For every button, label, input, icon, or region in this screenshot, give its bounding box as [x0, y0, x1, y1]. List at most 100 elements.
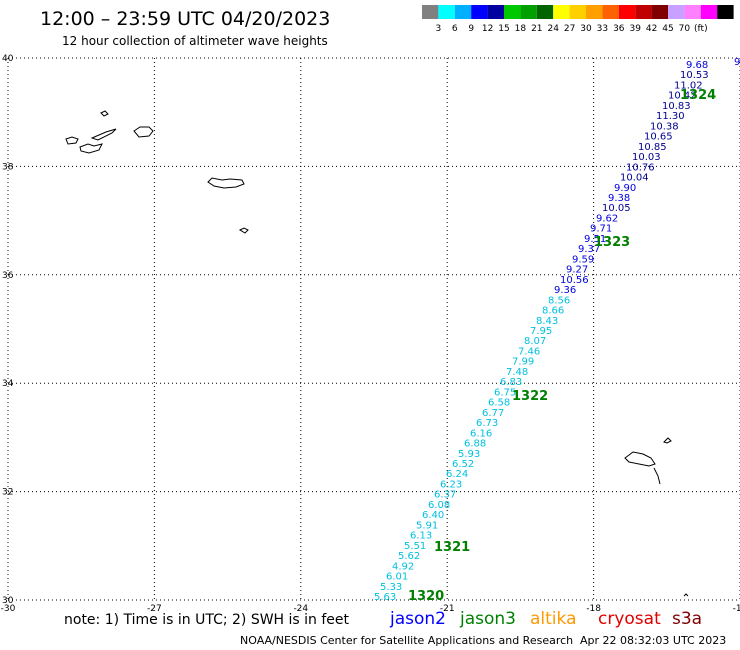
map-subtitle: 12 hour collection of altimeter wave hei… [62, 34, 328, 48]
wave-height-value: 6.24 [446, 469, 468, 480]
wave-height-value: 9.38 [608, 193, 630, 204]
color-legend: 3 6 9 12 15 18 21 24 27 30 33 36 39 42 45 70 (ft) [422, 5, 734, 34]
wave-height-value: 5.51 [404, 541, 426, 552]
wave-height-value: 11.02 [674, 80, 703, 91]
y-tick-label: 36 [2, 271, 14, 281]
legend-swatch [520, 5, 537, 19]
legend-label: 21 [531, 24, 542, 34]
legend-label: 12 [482, 24, 493, 34]
wave-height-value: 6.83 [500, 377, 522, 388]
time-labels: 1320 1321 1322 1323 1324 [408, 88, 716, 604]
wave-height-value: 10.04 [620, 173, 649, 184]
x-tick-label: -18 [586, 604, 601, 614]
satellite-track: 5.635.336.014.925.625.516.135.916.406.08… [374, 57, 740, 603]
satellite-name-altika: altika [530, 609, 577, 629]
track-time-label: 1324 [680, 88, 716, 103]
wave-height-value: 9.62 [596, 213, 618, 224]
legend-label: 27 [564, 24, 575, 34]
legend-label: 42 [646, 24, 657, 34]
legend-swatch [717, 5, 734, 19]
wave-height-value: 9.68 [686, 60, 708, 71]
y-tick-label: 34 [2, 379, 14, 389]
legend-label: 6 [452, 24, 458, 34]
island-outline [90, 128, 117, 141]
wave-height-value: 10.42 [668, 91, 697, 102]
wave-height-value: 7.95 [530, 326, 552, 337]
x-tick-label: -21 [440, 604, 455, 614]
wave-height-value: 9.71 [590, 224, 612, 235]
wave-height-value: 10.76 [626, 162, 655, 173]
wave-height-value: 5.63 [374, 592, 396, 603]
wave-height-value: 9.27 [566, 265, 588, 276]
satellite-name-s3a: s3a [672, 609, 703, 629]
wave-height-value: 9.37 [578, 244, 600, 255]
legend-label: 30 [580, 24, 592, 34]
x-tick-label: -30 [1, 604, 16, 614]
wave-height-value: 9.51 [584, 234, 606, 245]
wave-height-value: 7.46 [518, 346, 540, 357]
legend-swatch [438, 5, 455, 19]
generation-timestamp: Apr 22 08:32:03 UTC 2023 [580, 634, 727, 647]
island-outline [624, 451, 656, 467]
wave-height-value: 10.83 [662, 101, 691, 112]
legend-swatch [668, 5, 685, 19]
wave-height-value: 5.62 [398, 551, 420, 562]
legend-label: 15 [498, 24, 509, 34]
legend-label: 39 [629, 24, 641, 34]
wave-height-value: 10.56 [560, 275, 589, 286]
wave-height-value: 7.99 [512, 357, 534, 368]
track-time-label: 1322 [512, 389, 548, 404]
legend-swatch [454, 5, 472, 19]
legend-label: 45 [662, 24, 673, 34]
legend-swatch [618, 5, 636, 19]
wave-height-value: 6.88 [464, 439, 486, 450]
wave-height-value: 9.59 [572, 254, 594, 265]
legend-swatch [504, 5, 521, 19]
island-outline [238, 227, 249, 234]
wave-height-value: 6.08 [428, 500, 450, 511]
legend-swatch [602, 5, 619, 19]
wave-height-value: 9.90 [614, 183, 636, 194]
legend-label: 33 [597, 24, 608, 34]
wave-height-value: 8.56 [548, 295, 570, 306]
track-time-label: 1323 [594, 235, 630, 250]
wave-height-value: 6.73 [476, 418, 498, 429]
wave-height-value: 6.40 [422, 510, 444, 521]
wave-height-value: 6.75 [494, 387, 516, 398]
legend-swatch [487, 5, 504, 19]
legend-swatch [684, 5, 701, 19]
island-outline [653, 467, 661, 485]
wave-height-value: 6.23 [440, 479, 462, 490]
wave-height-value: 6.52 [452, 459, 474, 470]
island-outline [133, 126, 154, 138]
x-tick-label: -27 [147, 604, 162, 614]
wave-height-value: 9 [734, 57, 740, 68]
wave-height-value: 6.58 [488, 398, 510, 409]
legend-swatch [586, 5, 603, 19]
footer-note: note: 1) Time is in UTC; 2) SWH is in fe… [64, 612, 350, 628]
legend-swatch [651, 5, 668, 19]
legend-label: 70 [679, 24, 691, 34]
wave-height-value: 5.91 [416, 520, 438, 531]
island-outline [65, 136, 79, 145]
track-time-label: 1321 [434, 540, 470, 555]
wave-height-value: 6.13 [410, 531, 432, 542]
legend-label: 3 [436, 24, 442, 34]
wave-height-value: 10.03 [632, 152, 661, 163]
legend-label: 36 [613, 24, 625, 34]
wave-height-value: 5.93 [458, 449, 480, 460]
legend-swatch [700, 5, 718, 19]
map-grid [7, 57, 740, 601]
island-outline [100, 110, 109, 117]
y-tick-label: 32 [2, 488, 13, 498]
y-tick-label: 38 [2, 162, 14, 172]
legend-swatch [536, 5, 554, 19]
legend-label: 9 [468, 24, 474, 34]
satellite-name-cryosat: cryosat [598, 609, 661, 629]
x-tick-label: -24 [293, 604, 308, 614]
island-outline [663, 437, 672, 444]
island-outline [207, 177, 245, 189]
wave-height-value: 6.77 [482, 408, 504, 419]
wave-height-value: 8.07 [524, 336, 546, 347]
wave-height-value: 9.36 [554, 285, 576, 296]
